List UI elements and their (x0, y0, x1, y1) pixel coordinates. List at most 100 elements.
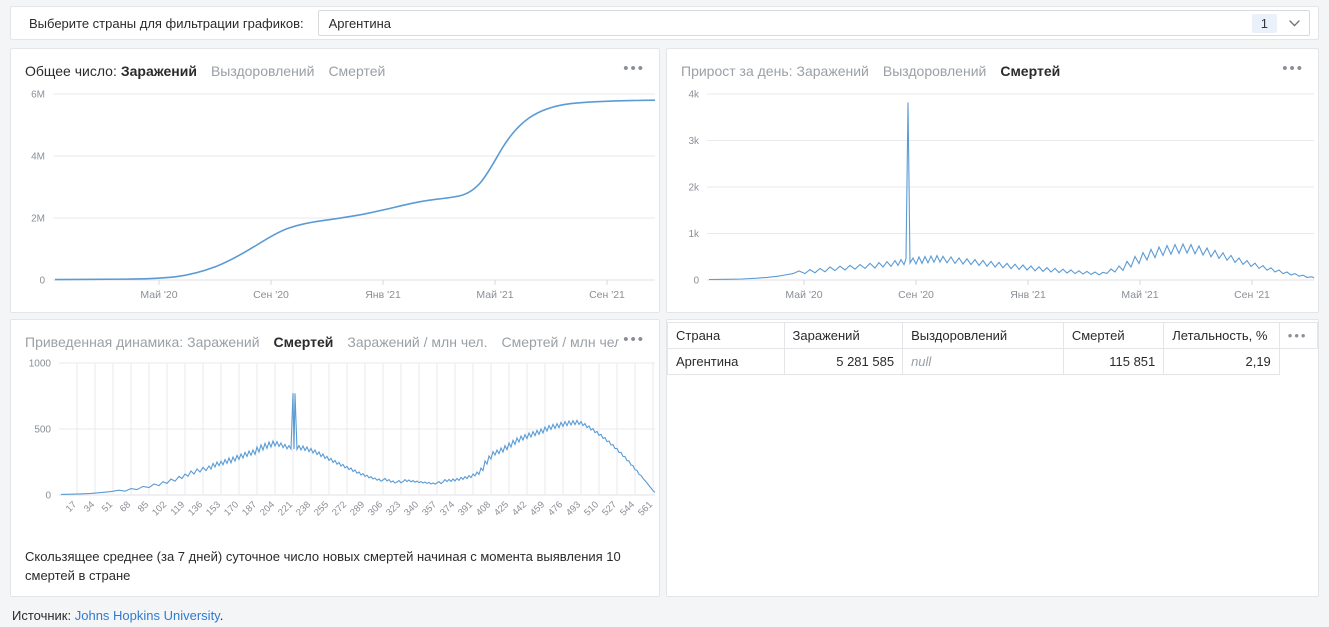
table-header-row: Страна Заражений Выздоровлений Смертей Л… (667, 322, 1319, 349)
ytick-4k: 4k (688, 90, 700, 101)
cell-country: Аргентина (667, 348, 785, 375)
ytick-4m: 4M (31, 152, 45, 163)
xtick-10: 187 (240, 499, 259, 518)
table-row[interactable]: Аргентина 5 281 585 null 115 851 2,19 (667, 348, 1318, 375)
tab-daily-cases[interactable]: Заражений (796, 63, 869, 79)
xtick-4: 85 (136, 499, 151, 514)
source-link[interactable]: Johns Hopkins University (74, 608, 220, 623)
country-select[interactable]: Аргентина 1 (317, 10, 1310, 36)
tab-dynamic-cases[interactable]: Заражений (187, 334, 260, 350)
panel-dynamic-header: Приведенная динамика: Заражений Смертей … (11, 327, 659, 357)
series-total-cases (54, 99, 656, 281)
ytick-3k: 3k (688, 136, 700, 147)
xtick-17: 306 (366, 499, 385, 518)
tab-dynamic-cases-per-million[interactable]: Заражений / млн чел. (347, 334, 488, 350)
source-footer: Источник: Johns Hopkins University. (12, 608, 223, 623)
xtick-0: 17 (64, 499, 79, 514)
panel-dynamic-tabs: Приведенная динамика: Заражений Смертей … (25, 334, 619, 350)
xtick-15: 272 (330, 499, 349, 518)
panel-daily-tabs: Прирост за день: Заражений Выздоровлений… (681, 63, 1278, 79)
chevron-down-icon[interactable] (1283, 12, 1305, 34)
panel-total-header: Общее число: Заражений Выздоровлений Сме… (11, 56, 659, 86)
xtick-7: 136 (186, 499, 205, 518)
ytick-2k: 2k (688, 183, 700, 194)
ytick-6m: 6M (31, 90, 45, 101)
panel-total-title: Общее число: (25, 63, 117, 79)
xtick-9: 170 (222, 499, 241, 518)
country-select-value: Аргентина (328, 15, 391, 31)
kebab-menu-icon[interactable]: ••• (1279, 322, 1319, 349)
xtick-jan21: Янв '21 (365, 289, 401, 301)
xtick-29: 510 (582, 499, 601, 518)
tab-total-cases[interactable]: Заражений (120, 63, 197, 79)
xtick-labels: 17 34 51 68 85 102 119 136 153 170 187 2… (64, 499, 655, 518)
xtick-5: 102 (150, 499, 169, 518)
kebab-menu-icon[interactable]: ••• (1282, 60, 1304, 77)
xtick-8: 153 (204, 499, 223, 518)
xtick-16: 289 (348, 499, 367, 518)
xtick-13: 238 (294, 499, 313, 518)
xtick-32: 561 (636, 499, 655, 518)
xtick-12: 221 (276, 499, 295, 518)
col-country[interactable]: Страна (667, 322, 785, 349)
ytick-0: 0 (45, 491, 51, 502)
xtick-14: 255 (312, 499, 331, 518)
tab-total-recovered[interactable]: Выздоровлений (210, 63, 315, 79)
country-table: Страна Заражений Выздоровлений Смертей Л… (667, 322, 1319, 375)
xtick-24: 425 (492, 499, 511, 518)
xtick-30: 527 (600, 499, 619, 518)
kebab-menu-icon[interactable]: ••• (623, 331, 645, 348)
xtick-21: 374 (438, 499, 457, 518)
tab-dynamic-deaths[interactable]: Смертей (273, 334, 334, 350)
chart-normalized-deaths-svg: 1000 500 0 17 34 51 68 85 102 119 136 15… (29, 359, 656, 518)
ytick-0: 0 (693, 276, 699, 287)
tab-daily-deaths[interactable]: Смертей (1000, 63, 1061, 79)
chart-daily-deaths: 4k 3k 2k 1k 0 Май '20 Сен '20 Янв '21 Ма… (667, 86, 1318, 306)
xtick-20: 357 (420, 499, 439, 518)
xtick-may20: Май '20 (140, 289, 177, 301)
xtick-sep21: Сен '21 (1234, 289, 1270, 301)
kebab-menu-icon[interactable]: ••• (623, 60, 645, 77)
country-table-wrap: Страна Заражений Выздоровлений Смертей Л… (667, 322, 1319, 375)
tab-total-deaths[interactable]: Смертей (328, 63, 386, 79)
source-prefix: Источник: (12, 608, 72, 623)
vertical-gridlines (76, 363, 654, 495)
xtick-may20: Май '20 (785, 289, 822, 301)
filter-label: Выберите страны для фильтрации графиков: (29, 15, 304, 31)
xtick-sep21: Сен '21 (589, 289, 625, 301)
xtick-27: 476 (546, 499, 565, 518)
col-recovered[interactable]: Выздоровлений (902, 322, 1064, 349)
ytick-2m: 2M (31, 214, 45, 225)
source-suffix: . (219, 608, 224, 623)
xtick-2: 51 (100, 499, 115, 514)
xtick-may21: Май '21 (476, 289, 513, 301)
ytick-0: 0 (39, 276, 45, 287)
col-deaths[interactable]: Смертей (1062, 322, 1165, 349)
panel-daily-title: Прирост за день: (681, 63, 793, 79)
panel-total-cases: Общее число: Заражений Выздоровлений Сме… (10, 48, 660, 313)
xtick-6: 119 (169, 499, 187, 517)
ytick-1000: 1000 (29, 359, 52, 370)
chart-total-cases: 6M 4M 2M 0 Май '20 Сен '20 Янв '21 Май '… (11, 86, 659, 306)
cell-cases: 5 281 585 (783, 348, 904, 375)
chart-normalized-deaths: 1000 500 0 17 34 51 68 85 102 119 136 15… (11, 357, 659, 547)
col-cases[interactable]: Заражений (783, 322, 904, 349)
xtick-19: 340 (402, 499, 421, 518)
panel-total-tabs: Общее число: Заражений Выздоровлений Сме… (25, 63, 619, 79)
ytick-500: 500 (34, 425, 51, 436)
selected-count-badge: 1 (1251, 13, 1277, 33)
tab-daily-recovered[interactable]: Выздоровлений (882, 63, 987, 79)
col-fatality[interactable]: Летальность, % (1163, 322, 1280, 349)
xtick-23: 408 (474, 499, 493, 518)
chart-total-cases-svg: 6M 4M 2M 0 Май '20 Сен '20 Янв '21 Май '… (31, 90, 656, 301)
chart-daily-deaths-svg: 4k 3k 2k 1k 0 Май '20 Сен '20 Янв '21 Ма… (688, 90, 1315, 301)
panel-country-table: Страна Заражений Выздоровлений Смертей Л… (666, 319, 1319, 597)
panel-daily-header: Прирост за день: Заражений Выздоровлений… (667, 56, 1318, 86)
cell-fatality: 2,19 (1163, 348, 1280, 375)
xtick-1: 34 (82, 499, 97, 514)
xtick-jan21: Янв '21 (1010, 289, 1046, 301)
tab-dynamic-deaths-per-million[interactable]: Смертей / млн чел. (501, 334, 620, 350)
ytick-1k: 1k (688, 229, 700, 240)
panel-dynamic-title: Приведенная динамика: (25, 334, 184, 350)
